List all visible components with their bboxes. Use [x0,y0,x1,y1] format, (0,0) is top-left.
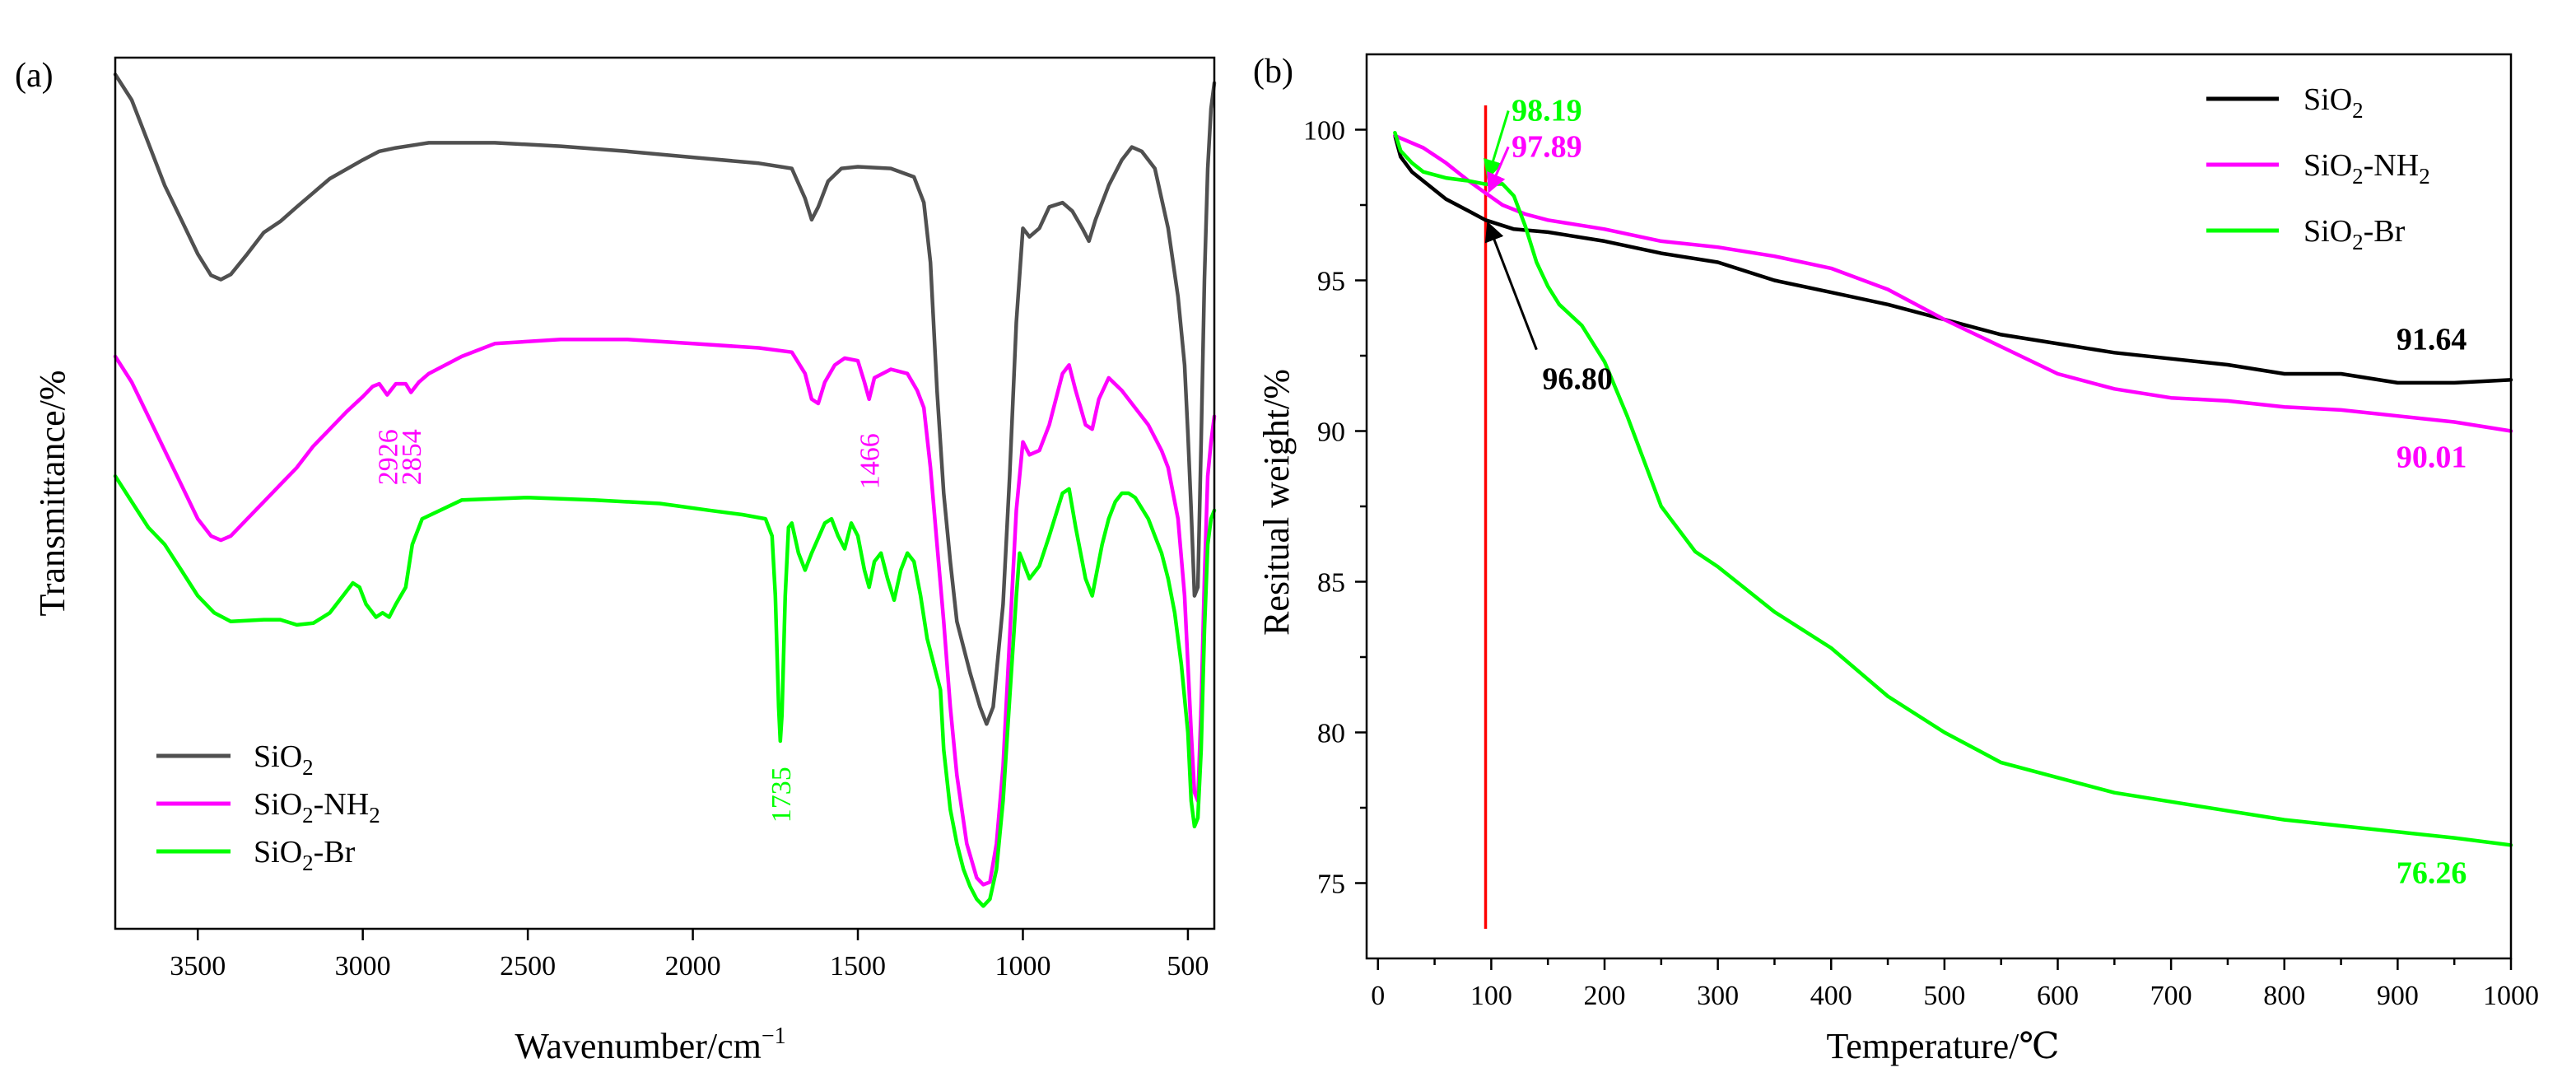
legend-b-label-sio2-nh2: SiO2-NH2 [2303,148,2430,189]
panel-b-xtick-label-1000: 1000 [2483,981,2539,1011]
panel-b-series-sio2-nh2 [1393,133,2513,433]
panel-a-annotation-1735: 1735 [766,767,797,823]
panel-b-plot-frame [1365,53,2513,960]
panel-b-annotation-arrow-97-89 [1487,146,1510,193]
legend-a-label-sio2-nh2: SiO2-NH2 [254,787,380,828]
panel-b-annotation-arrow-96-80 [1484,221,1538,351]
panel-b-legend: SiO2 SiO2-NH2 SiO2-Br [2206,82,2430,254]
panel-a-ylabel: Transmittance/% [32,371,72,617]
panel-b-xtick-label-400: 400 [1810,981,1852,1011]
panel-b-xtick-label-600: 600 [2037,981,2079,1011]
panel-b-xtick-label-200: 200 [1584,981,1626,1011]
panel-b-ytick-label-90: 90 [1317,417,1345,448]
panel-a-xtick-label-1500: 1500 [830,951,886,981]
panel-b-annotation-98-19: 98.19 [1512,94,1582,128]
panel-b-ytick-label-100: 100 [1303,116,1345,147]
panel-b-xtick-label-300: 300 [1697,981,1739,1011]
panel-b-label: (b) [1253,53,1293,91]
panel-b-ytick-label-85: 85 [1317,568,1345,599]
panel-b-annotation-76-26: 76.26 [2397,856,2467,891]
panel-a-xtick-label-1000: 1000 [995,951,1050,981]
panel-b-xtick-label-700: 700 [2150,981,2192,1011]
panel-a-legend: SiO2 SiO2-NH2 SiO2-Br [156,739,380,875]
panel-a-xlabel-main: Wavenumber/cm [515,1026,761,1066]
panel-b-annotation-97-89: 97.89 [1512,129,1582,164]
panel-b-ylabel: Resitual weight/% [1256,369,1297,636]
legend-b-label-sio2: SiO2 [2303,82,2364,123]
panel-b-annotation-91-64: 91.64 [2397,323,2467,357]
panel-a-series-sio2-nh2 [113,337,1217,887]
panel-b-ytick-label-95: 95 [1317,267,1345,297]
panel-a-xtick-label-500: 500 [1167,951,1209,981]
panel-a-series-sio2-br [113,473,1217,908]
panel-b-series-sio2 [1393,133,2513,385]
panel-b-ticks: 0 100 200 300 400 500 600 700 800 900 1000 75 80 85 90… [1303,116,2539,1012]
legend-b-label-sio2-br: SiO2-Br [2303,214,2406,254]
panel-b-ytick-label-75: 75 [1317,870,1345,900]
legend-a-label-sio2: SiO2 [254,739,314,780]
panel-b-xtick-label-0: 0 [1371,981,1385,1011]
panel-a-plot-frame [114,56,1216,930]
panel-b-annotation-90-01: 90.01 [2397,440,2467,474]
panel-a-xlabel-sup: −1 [762,1023,786,1049]
panel-a-xtick-label-2000: 2000 [665,951,721,981]
panel-b-series-group [1393,130,2513,847]
legend-a-label-sio2-br: SiO2-Br [254,835,356,875]
panel-a-annotation-2926: 2926 [373,429,403,485]
panel-a-annotation-1466: 1466 [855,433,886,489]
panel-a-annotation-2854: 2854 [397,429,427,485]
panel-b-xtick-label-100: 100 [1470,981,1512,1011]
panel-b-annotation-96-80: 96.80 [1542,361,1613,396]
panel-b-xtick-label-800: 800 [2263,981,2305,1011]
panel-b-annotation-arrow-98-19 [1484,110,1510,180]
panel-b-xtick-label-900: 900 [2377,981,2419,1011]
panel-b-series-sio2-br [1393,130,2513,847]
panel-b-xtick-label-500: 500 [1923,981,1965,1011]
panel-a-xtick-label-3500: 3500 [170,951,226,981]
panel-a-xlabel: Wavenumber/cm−1 [515,1023,785,1066]
panel-a-series-sio2 [113,72,1217,726]
panel-b-xlabel: Temperature/℃ [1826,1026,2059,1066]
panel-a-xtick-label-3000: 3000 [335,951,391,981]
panel-a-label: (a) [15,57,54,95]
panel-a-x-ticks: 3500 3000 2500 2000 1500 1000 500 [170,929,1209,981]
panel-a-xtick-label-2500: 2500 [500,951,556,981]
panel-b-ytick-label-80: 80 [1317,719,1345,749]
panel-a-series-group [113,72,1217,908]
